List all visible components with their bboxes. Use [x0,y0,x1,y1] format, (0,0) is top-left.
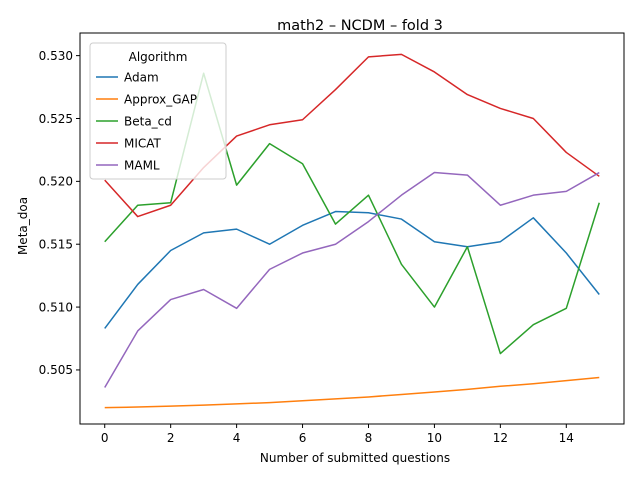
series-line-maml [104,171,600,388]
y-axis-label: Meta_doa [16,197,30,255]
plot-frame [79,32,625,425]
y-tick-label: 0.515 [39,238,73,252]
x-tick-label: 6 [299,431,307,445]
legend: Algorithm Adam Approx_GAP Beta_cd MICAT MAML [89,42,227,180]
x-tick-label: 2 [167,431,175,445]
x-axis-label: Number of submitted questions [260,451,450,465]
x-tick-label: 8 [365,431,373,445]
x-tick-label: 14 [559,431,574,445]
x-axis: 0 2 4 6 8 10 12 14 [101,424,574,445]
legend-title: Algorithm [129,50,188,64]
x-tick-label: 12 [493,431,508,445]
x-tick-label: 0 [101,431,109,445]
chart-title: math2 – NCDM – fold 3 [277,18,443,34]
y-tick-label: 0.510 [39,300,73,314]
legend-box [89,42,227,180]
legend-entry: Adam [124,70,159,84]
x-tick-label: 4 [233,431,241,445]
legend-entry: MAML [124,158,160,172]
y-tick-label: 0.525 [39,112,73,126]
x-tick-label: 10 [427,431,442,445]
y-tick-label: 0.520 [39,175,73,189]
y-tick-label: 0.530 [39,49,73,63]
y-axis: 0.505 0.510 0.515 0.520 0.525 0.530 [39,49,80,377]
series-line-approx-gap [104,376,600,409]
legend-entry: MICAT [124,136,162,150]
series-line-adam [104,210,600,329]
legend-entry: Beta_cd [124,114,172,128]
series-line-micat [104,53,600,218]
legend-entry: Approx_GAP [124,92,197,106]
y-tick-label: 0.505 [39,363,73,377]
